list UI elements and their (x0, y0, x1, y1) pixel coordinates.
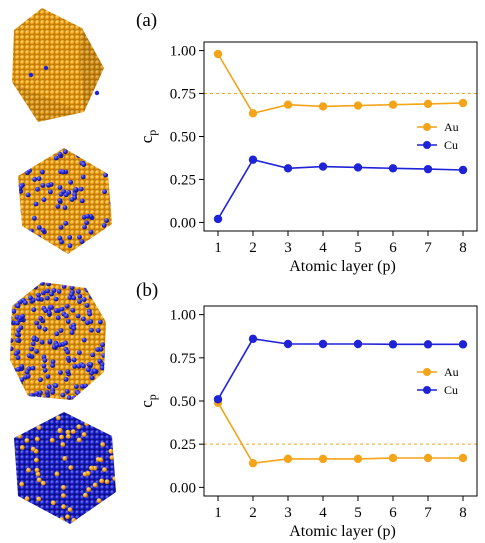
data-point-au (353, 454, 363, 464)
x-tick-label: 5 (354, 240, 362, 256)
data-point-cu (353, 163, 363, 172)
y-tick-label: 1.00 (170, 44, 196, 60)
x-tick-label: 4 (319, 240, 327, 256)
data-point-au (423, 99, 433, 109)
nanoparticle-images (10, 8, 116, 524)
x-tick-label: 6 (389, 505, 397, 521)
y-axis-label: cp (137, 394, 159, 408)
panel-label: (b) (136, 280, 158, 301)
legend-label: Cu (444, 383, 458, 397)
series-line-cu (217, 158, 464, 220)
y-axis-label: cp (137, 130, 159, 144)
data-point-cu (458, 165, 468, 175)
y-tick-label: 0.00 (170, 215, 196, 231)
data-point-au (318, 454, 328, 464)
y-tick-label: 0.50 (170, 130, 196, 146)
x-tick-label: 6 (389, 240, 397, 256)
legend-marker (423, 368, 431, 376)
data-point-au (248, 109, 258, 118)
x-tick-label: 2 (249, 505, 257, 521)
chart-panel-b: (b) 0.00 0.25 0.50 0.75 1.00 1 2 3 4 5 6 7 8 Atomic la… (136, 280, 478, 540)
data-point-cu (248, 155, 258, 164)
legend-label: Au (444, 120, 459, 134)
data-point-cu (458, 340, 468, 349)
data-point-au (423, 453, 433, 463)
x-tick-label: 3 (284, 240, 292, 256)
data-point-cu (318, 162, 328, 171)
legend-label: Cu (444, 138, 458, 152)
y-tick-label: 0.00 (170, 480, 196, 496)
x-axis-label: Atomic layer (p) (289, 523, 396, 540)
x-tick-label: 7 (424, 240, 432, 256)
data-point-cu (318, 339, 328, 349)
data-point-au (283, 454, 293, 464)
data-point-cu (283, 339, 293, 349)
data-point-au (248, 458, 258, 468)
data-point-cu (423, 164, 433, 174)
data-point-au (388, 100, 398, 109)
data-point-cu (213, 395, 223, 404)
plot-frame (203, 41, 478, 232)
panel-label: (a) (136, 10, 157, 31)
data-point-cu (213, 214, 223, 224)
data-point-cu (423, 340, 433, 349)
x-tick-label: 8 (459, 505, 467, 521)
y-tick-label: 0.75 (170, 351, 196, 367)
data-point-cu (248, 334, 258, 344)
plot-frame (203, 305, 478, 497)
x-tick-label: 1 (214, 240, 222, 256)
x-tick-label: 3 (284, 505, 292, 521)
data-point-au (458, 453, 468, 463)
data-point-cu (388, 164, 398, 173)
data-point-cu (388, 340, 398, 349)
data-point-au (283, 100, 293, 109)
y-tick-label: 0.25 (170, 172, 196, 188)
series-line-au (217, 53, 464, 115)
particle-b-cross-section (14, 412, 116, 524)
particle-a-exterior (12, 8, 104, 122)
x-axis-label: Atomic layer (p) (289, 258, 396, 275)
legend-marker (423, 141, 431, 149)
y-tick-label: 0.25 (170, 437, 196, 453)
data-point-au (388, 453, 398, 463)
data-point-au (353, 101, 363, 110)
series-line-cu (217, 337, 463, 400)
y-tick-label: 0.75 (170, 87, 196, 103)
data-point-cu (283, 164, 293, 173)
x-tick-label: 4 (319, 505, 327, 521)
data-point-au (318, 102, 328, 111)
y-tick-label: 0.50 (170, 394, 196, 410)
data-point-cu (353, 339, 363, 349)
chart-panel-a: (a) 0.00 0.25 0.50 0.75 1.00 1 2 3 4 5 6 7 8 Atomic la… (136, 10, 478, 275)
particle-a-cross-section (18, 148, 112, 254)
data-point-au (458, 98, 468, 108)
y-tick-label: 1.00 (170, 308, 196, 324)
x-tick-label: 7 (424, 505, 432, 521)
x-tick-label: 5 (354, 505, 362, 521)
particle-b-exterior (10, 282, 106, 400)
x-tick-label: 1 (214, 505, 222, 521)
legend-marker (423, 123, 431, 131)
x-tick-label: 8 (459, 240, 467, 256)
data-point-au (213, 49, 223, 59)
legend-label: Au (444, 365, 459, 379)
series-line-au (217, 402, 463, 465)
legend-marker (423, 386, 431, 394)
x-tick-label: 2 (249, 240, 257, 256)
